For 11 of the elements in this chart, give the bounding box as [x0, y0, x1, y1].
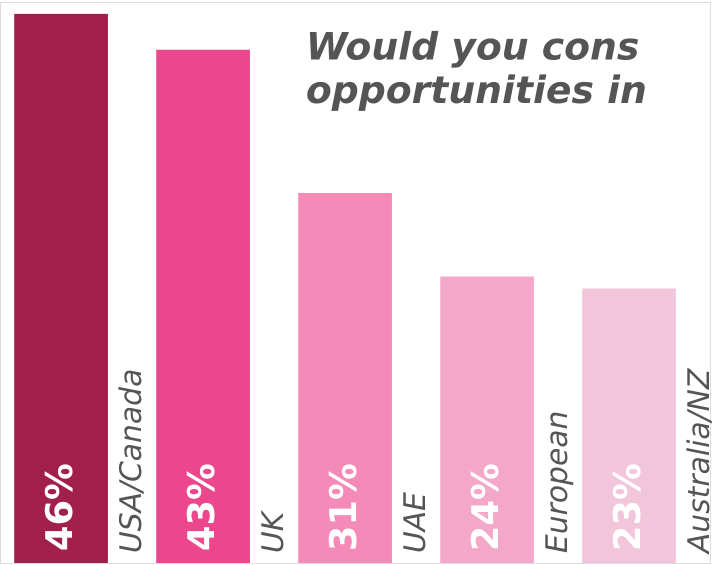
text: Would you cons opportunities in	[306, 24, 647, 112]
x-tick-label: USA/Canada	[114, 368, 150, 554]
x-tick-label: UK	[256, 509, 292, 554]
data-label: 43%	[180, 463, 223, 552]
x-tick-label: UAE	[398, 492, 434, 554]
x-tick-label: Australia/NZ	[682, 368, 715, 556]
data-label: 31%	[322, 463, 365, 552]
data-label: 46%	[38, 463, 81, 552]
data-label: 23%	[606, 463, 650, 552]
data-label: 24%	[464, 463, 508, 552]
x-tick-label: European	[540, 410, 576, 554]
